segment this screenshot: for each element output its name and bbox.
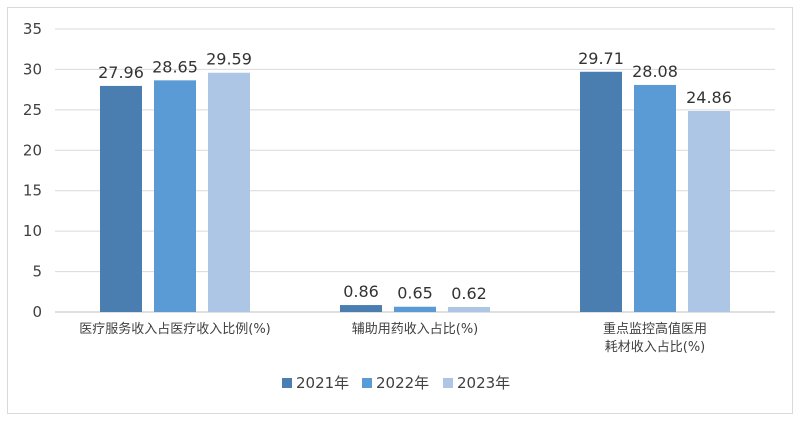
y-tick-label: 35	[23, 20, 42, 38]
category-label: 医疗服务收入占医疗收入比例(%)	[79, 321, 271, 337]
bars	[100, 71, 730, 313]
data-label: 0.65	[397, 284, 433, 303]
y-tick-label: 30	[23, 60, 42, 78]
bar	[340, 305, 382, 312]
y-tick-label: 25	[23, 101, 42, 119]
legend-swatch	[443, 378, 453, 388]
bar	[580, 71, 622, 312]
bar	[100, 85, 142, 312]
legend-label: 2021年	[296, 374, 349, 392]
y-tick-label: 5	[32, 263, 42, 281]
legend-label: 2023年	[457, 374, 510, 392]
data-label: 28.65	[152, 57, 198, 76]
bar	[688, 110, 730, 313]
bar	[448, 306, 490, 312]
category-label: 重点监控高值医用	[603, 321, 707, 337]
legend-swatch	[282, 378, 292, 388]
y-tick-label: 20	[23, 141, 42, 159]
y-axis: 0 5 10 15 20 25 30 35	[23, 20, 42, 321]
data-labels: 27.96 28.65 29.59 0.86 0.65 0.62 29.71 28.08 24.…	[98, 49, 732, 303]
data-label: 0.86	[343, 282, 379, 301]
y-tick-label: 10	[23, 222, 42, 240]
legend: 2021年 2022年 2023年	[282, 374, 510, 392]
legend-label: 2022年	[376, 374, 429, 392]
y-tick-label: 0	[32, 303, 42, 321]
data-label: 29.59	[206, 50, 252, 69]
data-label: 24.86	[686, 88, 732, 107]
bar	[634, 84, 676, 312]
category-label: 耗材收入占比(%)	[605, 340, 706, 355]
bar	[394, 306, 436, 312]
category-labels: 医疗服务收入占医疗收入比例(%) 辅助用药收入占比(%) 重点监控高值医用耗材收入占…	[79, 321, 707, 355]
y-tick-label: 15	[23, 182, 42, 200]
category-label: 辅助用药收入占比(%)	[352, 322, 479, 337]
bar	[208, 72, 250, 312]
data-label: 0.62	[451, 284, 487, 303]
legend-swatch	[362, 378, 372, 388]
data-label: 28.08	[632, 62, 678, 81]
bar	[154, 80, 196, 312]
data-label: 27.96	[98, 63, 144, 82]
data-label: 29.71	[578, 49, 624, 68]
